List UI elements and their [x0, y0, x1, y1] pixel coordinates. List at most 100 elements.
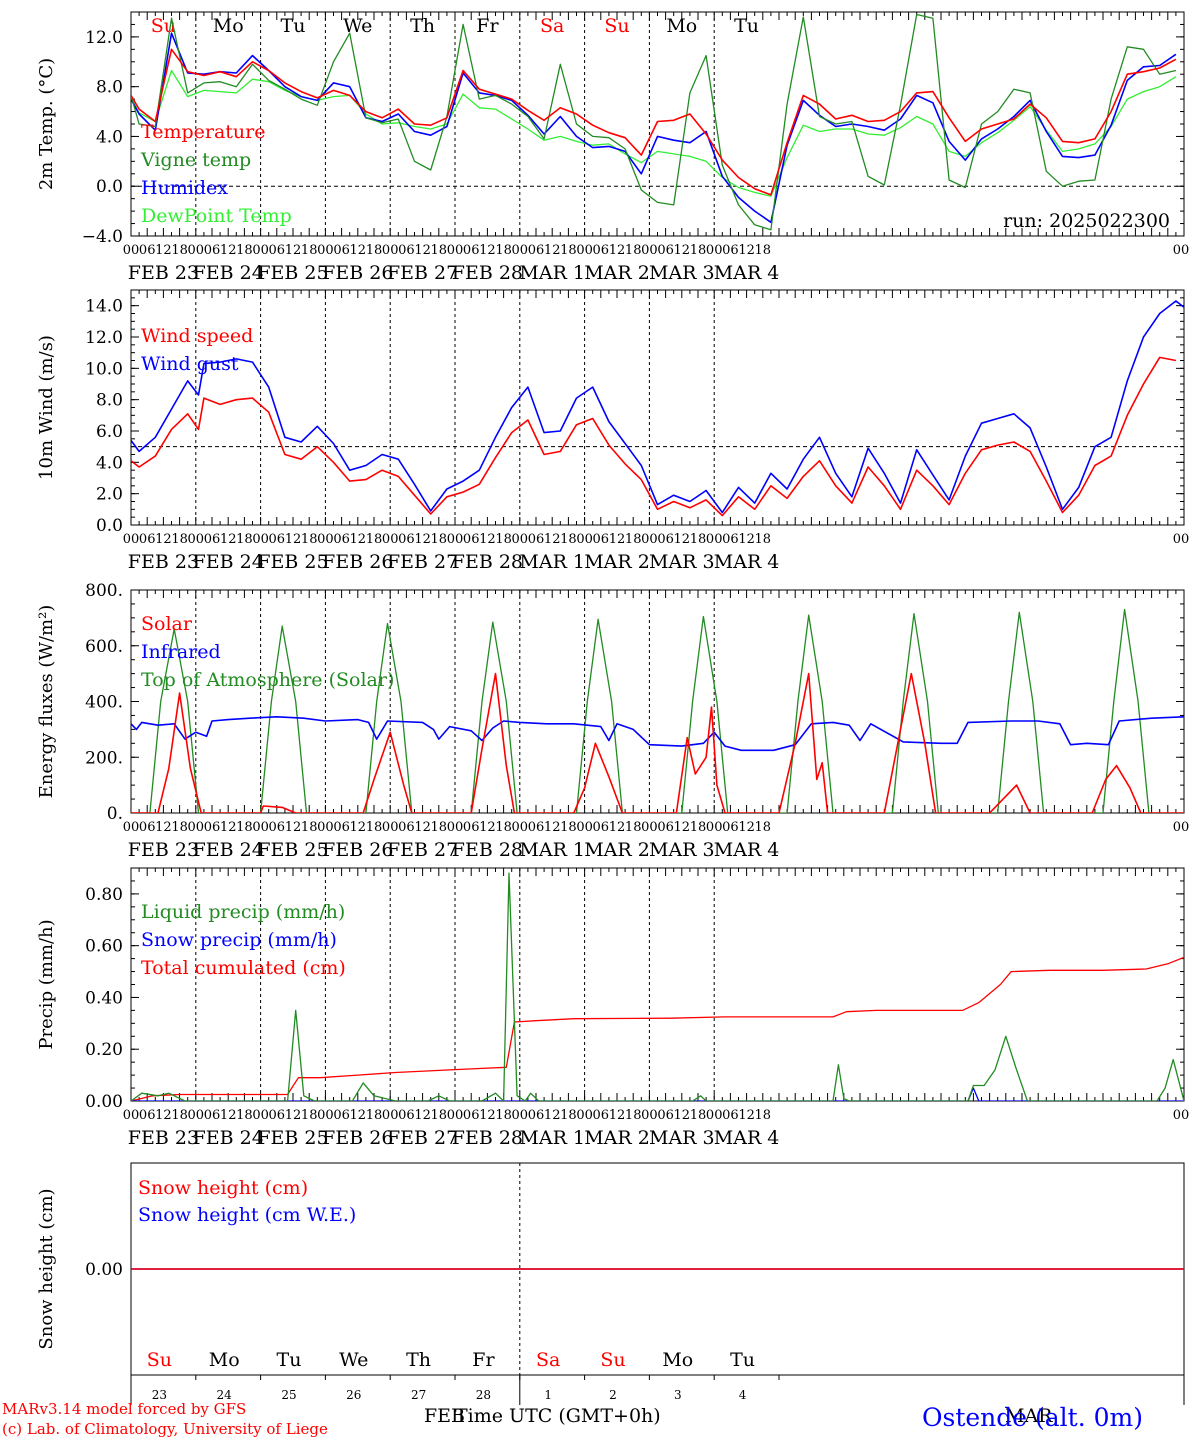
day-abbrev: Th [410, 15, 435, 37]
series-line-snow-precip-mm-h- [131, 1087, 1184, 1101]
hour-tick-label: 00 [123, 1108, 140, 1123]
hour-tick-label: 00 [447, 820, 464, 835]
hour-tick-label: 06 [528, 1108, 545, 1123]
hour-tick-label: 06 [204, 820, 221, 835]
hour-tick-label: 18 [755, 532, 772, 547]
y-tick-label: 4.0 [96, 453, 123, 473]
hour-tick-label: 00 [1173, 532, 1190, 547]
date-label: FEB 27 [387, 1127, 458, 1149]
hour-tick-label: 18 [366, 1108, 383, 1123]
day-abbrev: Mo [666, 15, 697, 37]
hour-tick-label: 18 [560, 820, 577, 835]
hour-tick-label: 00 [317, 1108, 334, 1123]
hour-tick-label: 06 [333, 243, 350, 258]
hour-tick-label: 12 [350, 532, 367, 547]
legend-entry: Humidex [141, 177, 228, 199]
hour-tick-label: 00 [576, 820, 593, 835]
y-tick-label: −4.0 [82, 227, 123, 247]
day-number: 4 [739, 1388, 747, 1402]
hour-tick-label: 06 [657, 1108, 674, 1123]
date-label: FEB 27 [387, 839, 458, 861]
day-abbrev: Tu [277, 1349, 302, 1371]
day-number: 1 [544, 1388, 552, 1402]
date-label: FEB 26 [322, 262, 393, 284]
hour-tick-label: 00 [447, 1108, 464, 1123]
hour-tick-label: 06 [593, 243, 610, 258]
hour-tick-label: 00 [123, 820, 140, 835]
hour-tick-label: 00 [447, 532, 464, 547]
hour-tick-label: 00 [382, 243, 399, 258]
series-line-solar [131, 672, 1184, 813]
hour-tick-label: 00 [252, 243, 269, 258]
date-label: MAR 2 [584, 551, 650, 573]
hour-tick-label: 18 [495, 532, 512, 547]
series-group [131, 608, 1184, 813]
hour-tick-label: 12 [220, 532, 237, 547]
date-label: FEB 25 [257, 262, 328, 284]
y-tick-label: 12.0 [85, 328, 123, 348]
hour-tick-label: 12 [738, 243, 755, 258]
date-label: FEB 26 [322, 551, 393, 573]
y-tick-label: 4.0 [96, 127, 123, 147]
day-abbrev: Sa [536, 1349, 560, 1371]
hour-tick-label: 00 [382, 820, 399, 835]
hour-tick-label: 00 [512, 1108, 529, 1123]
hour-tick-label: 00 [317, 820, 334, 835]
date-label: FEB 28 [452, 551, 523, 573]
date-label: MAR 1 [519, 551, 585, 573]
series-line-top-of-atmosphere-solar- [131, 608, 1184, 813]
day-abbrev: Fr [472, 1349, 495, 1371]
y-tick-label: 0.00 [85, 1092, 123, 1112]
hour-tick-label: 00 [382, 1108, 399, 1123]
hour-tick-label: 18 [625, 532, 642, 547]
date-label: FEB 23 [128, 1127, 199, 1149]
hour-tick-label: 06 [657, 243, 674, 258]
date-label: FEB 28 [452, 262, 523, 284]
y-tick-label: 8.0 [96, 391, 123, 411]
hour-tick-label: 12 [479, 820, 496, 835]
legend-entry: DewPoint Temp [141, 205, 292, 227]
hour-tick-label: 18 [171, 532, 188, 547]
hour-tick-label: 12 [220, 1108, 237, 1123]
hour-tick-label: 18 [236, 532, 253, 547]
hour-tick-label: 18 [560, 1108, 577, 1123]
hour-tick-label: 06 [269, 243, 286, 258]
day-abbrev: Tu [734, 15, 759, 37]
date-label: FEB 25 [257, 551, 328, 573]
hour-tick-label: 12 [674, 243, 691, 258]
series-group [131, 300, 1184, 517]
date-label: MAR 2 [584, 1127, 650, 1149]
date-label: FEB 26 [322, 1127, 393, 1149]
hour-tick-label: 18 [431, 532, 448, 547]
hour-tick-label: 06 [139, 820, 156, 835]
hour-tick-label: 06 [528, 820, 545, 835]
y-tick-label: 800. [85, 581, 123, 601]
hour-tick-label: 18 [236, 820, 253, 835]
hour-tick-label: 00 [317, 532, 334, 547]
hour-tick-label: 18 [690, 1108, 707, 1123]
hour-tick-label: 18 [755, 820, 772, 835]
y-axis-label: 10m Wind (m/s) [36, 335, 57, 480]
hour-tick-label: 12 [414, 1108, 431, 1123]
y-tick-label: 0.0 [96, 177, 123, 197]
hour-tick-label: 06 [398, 532, 415, 547]
legend-entry: Wind speed [141, 325, 253, 347]
hour-tick-label: 00 [188, 532, 205, 547]
footer-lab: (c) Lab. of Climatology, University of L… [2, 1420, 328, 1438]
hour-tick-label: 00 [382, 532, 399, 547]
hour-tick-label: 06 [204, 1108, 221, 1123]
hour-tick-label: 18 [690, 532, 707, 547]
hour-tick-label: 00 [641, 243, 658, 258]
date-label: FEB 23 [128, 551, 199, 573]
hour-tick-label: 12 [674, 1108, 691, 1123]
hour-tick-label: 18 [301, 532, 318, 547]
hour-tick-label: 00 [641, 532, 658, 547]
hour-tick-label: 18 [431, 243, 448, 258]
y-axis-label: Snow height (cm) [36, 1188, 57, 1349]
hour-tick-label: 18 [236, 1108, 253, 1123]
hour-tick-label: 06 [463, 820, 480, 835]
hour-tick-label: 18 [301, 243, 318, 258]
hour-tick-label: 00 [576, 243, 593, 258]
